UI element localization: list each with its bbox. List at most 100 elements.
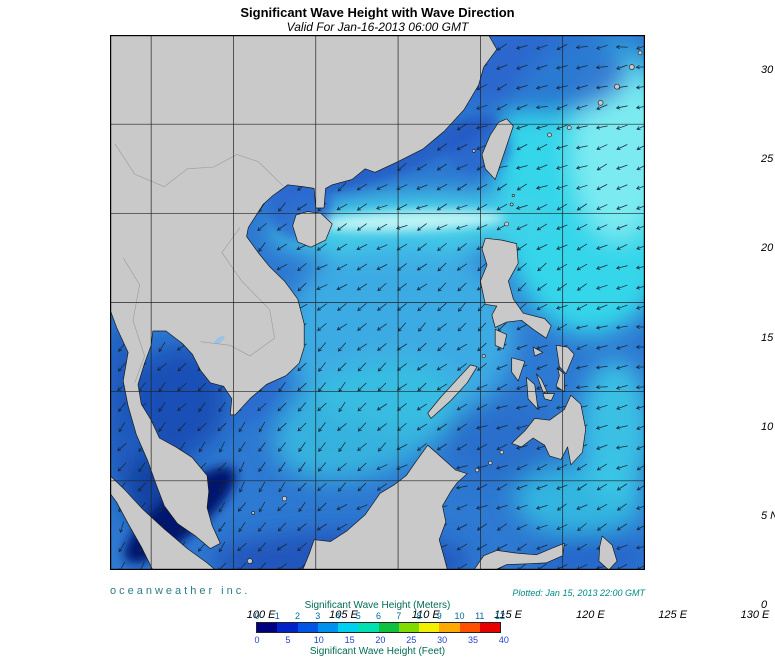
wave-direction-arrow: [576, 483, 587, 491]
wave-direction-arrow: [336, 504, 348, 511]
wave-direction-arrow: [416, 423, 428, 431]
wave-direction-arrow: [556, 263, 568, 271]
wave-direction-arrow: [515, 405, 528, 410]
wave-direction-arrow: [556, 203, 568, 211]
colorbar-feet-ticks: 0 5 10 15 20 25 30 35 40: [254, 635, 508, 645]
colorbar-segment: [479, 623, 500, 632]
wave-direction-arrow: [516, 524, 528, 530]
wave-direction-arrow: [376, 403, 387, 411]
wave-direction-arrow: [596, 184, 608, 191]
wave-direction-arrow: [537, 262, 547, 272]
wave-direction-arrow: [616, 64, 628, 70]
wave-direction-arrow: [316, 284, 328, 290]
wave-direction-arrow: [357, 443, 367, 451]
wave-direction-arrow: [616, 544, 628, 550]
colorbar: [256, 622, 501, 633]
wave-direction-arrow: [297, 382, 307, 392]
wave-direction-arrow: [596, 444, 608, 450]
wave-direction-arrow: [337, 342, 346, 352]
wave-direction-arrow: [615, 385, 628, 390]
lon-tick-label: 120 E: [576, 609, 605, 621]
wave-direction-arrow: [157, 363, 167, 371]
wave-direction-arrow: [317, 323, 327, 331]
colorbar-segment: [419, 623, 440, 632]
wave-direction-arrow: [217, 422, 227, 432]
wave-direction-arrow: [515, 85, 528, 90]
wave-direction-arrow: [297, 543, 307, 552]
wave-direction-arrow: [337, 482, 346, 492]
wave-direction-arrow: [576, 263, 588, 271]
small-island: [247, 558, 253, 564]
wave-direction-arrow: [556, 184, 568, 190]
wave-direction-arrow: [616, 224, 628, 230]
wave-direction-arrow: [177, 403, 187, 411]
wave-direction-arrow: [417, 342, 427, 352]
wave-direction-arrow: [357, 482, 367, 492]
wave-direction-arrow: [456, 243, 467, 251]
wave-direction-arrow: [377, 442, 386, 452]
leyte-island: [555, 368, 565, 393]
wave-direction-arrow: [356, 183, 368, 191]
wave-direction-arrow: [516, 183, 527, 191]
wave-direction-arrow: [555, 305, 568, 310]
wave-direction-arrow: [577, 523, 587, 531]
wave-direction-arrow: [616, 184, 628, 190]
wave-direction-arrow: [615, 365, 628, 370]
wave-direction-arrow: [258, 242, 266, 253]
wave-direction-arrow: [576, 344, 588, 350]
wave-direction-arrow: [576, 243, 588, 251]
small-island: [475, 468, 480, 473]
wave-direction-arrow: [258, 481, 266, 493]
colorbar-segment: [358, 623, 379, 632]
sulawesi-island: [473, 542, 565, 570]
wave-direction-arrow: [475, 125, 488, 130]
wave-height-region: [445, 398, 555, 482]
wave-direction-arrow: [636, 445, 645, 450]
colorbar-segment: [459, 623, 480, 632]
wave-direction-arrow: [278, 202, 286, 212]
small-island: [637, 50, 643, 56]
wave-direction-arrow: [318, 382, 326, 392]
wave-direction-arrow: [456, 183, 467, 191]
wave-direction-arrow: [556, 104, 568, 110]
wave-direction-arrow: [396, 263, 407, 271]
wave-direction-arrow: [636, 145, 645, 150]
wave-direction-arrow: [476, 384, 488, 390]
wave-direction-arrow: [535, 185, 548, 190]
wave-direction-arrow: [217, 462, 227, 472]
wave-direction-arrow: [376, 464, 388, 470]
wave-direction-arrow: [277, 422, 287, 432]
wave-direction-arrow: [396, 283, 407, 291]
wave-direction-arrow: [595, 365, 608, 370]
wave-direction-arrow: [377, 283, 387, 292]
wave-direction-arrow: [596, 483, 608, 491]
wave-direction-arrow: [536, 144, 548, 151]
wave-direction-arrow: [356, 203, 367, 211]
colorbar-meters-tick: 11: [475, 611, 485, 621]
wave-direction-arrow: [556, 503, 567, 511]
wave-direction-arrow: [595, 385, 608, 390]
wave-direction-arrow: [416, 163, 428, 171]
wave-direction-arrow: [635, 265, 645, 270]
wave-direction-arrow: [356, 263, 368, 271]
colorbar-meters-tick: 2: [294, 611, 300, 621]
wave-direction-arrow: [197, 423, 207, 432]
wave-direction-arrow: [436, 383, 448, 391]
small-island: [488, 460, 493, 466]
wave-direction-arrow: [258, 462, 266, 473]
wave-direction-arrow: [635, 105, 645, 110]
wave-direction-arrow: [418, 322, 426, 332]
wave-direction-arrow: [615, 325, 628, 330]
lat-tick-label: 30 N: [761, 64, 775, 76]
colorbar-feet-tick: 30: [437, 635, 448, 645]
wave-direction-arrow: [596, 204, 608, 210]
wave-direction-arrow: [118, 421, 126, 433]
wave-direction-arrow: [635, 285, 645, 290]
wave-direction-arrow: [596, 504, 608, 511]
colorbar-feet-tick: 5: [285, 635, 291, 645]
wave-direction-arrow: [576, 304, 588, 311]
colorbar-meters-tick: 5: [355, 611, 361, 621]
wave-direction-arrow: [257, 403, 267, 412]
wave-direction-arrow: [477, 342, 487, 352]
wave-direction-arrow: [297, 523, 307, 531]
